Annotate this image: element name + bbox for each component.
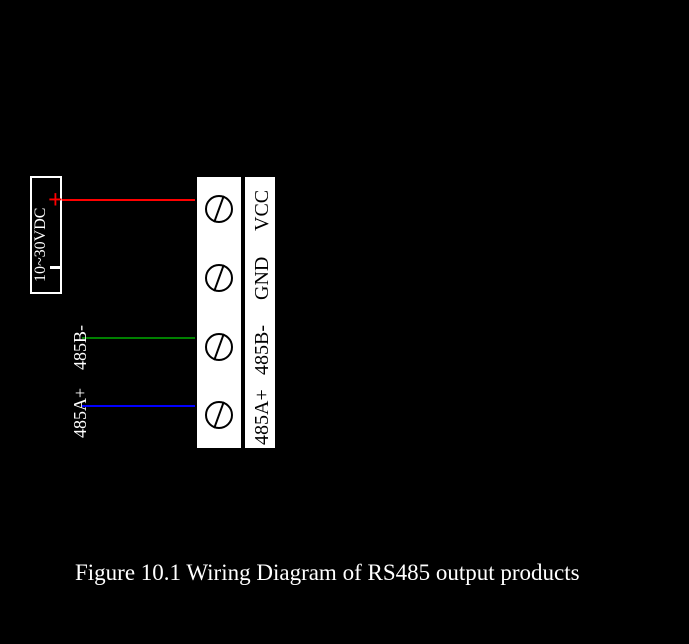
vcc-wire (62, 199, 195, 201)
rs485a-wire (82, 405, 195, 407)
terminal-label-485a: 485A+ (251, 389, 274, 445)
terminal-screw-vcc (205, 195, 233, 223)
rs485b-wire (82, 337, 195, 339)
terminal-screw-gnd (205, 264, 233, 292)
power-supply-label: 10~30VDC (32, 208, 50, 282)
wiring-diagram: 10~30VDC + 485B- 485A+ VCC GND 485B- 485… (0, 0, 689, 644)
terminal-label-vcc: VCC (251, 190, 274, 231)
terminal-label-485b: 485B- (251, 325, 274, 375)
gnd-wire (62, 268, 195, 270)
legend-485a: 485A+ (70, 388, 91, 438)
terminal-screw-485b (205, 333, 233, 361)
terminal-label-gnd: GND (251, 257, 274, 300)
power-minus (50, 266, 62, 269)
legend-485b: 485B- (70, 325, 91, 370)
terminal-screw-485a (205, 401, 233, 429)
figure-caption: Figure 10.1 Wiring Diagram of RS485 outp… (75, 560, 580, 586)
power-plus: + (48, 185, 63, 215)
